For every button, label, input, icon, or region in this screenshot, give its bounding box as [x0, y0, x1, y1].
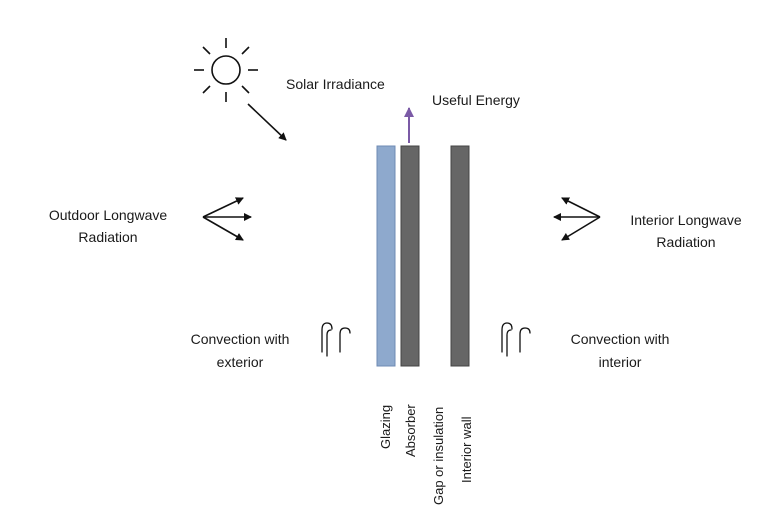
convection-exterior-label-line2: exterior — [216, 354, 264, 370]
absorber-label: Absorber — [403, 404, 418, 457]
solar-irradiance-label: Solar Irradiance — [286, 76, 385, 92]
convection-interior-label-line1: Convection with — [570, 331, 670, 347]
interior-longwave-arrows — [553, 197, 601, 241]
useful-energy-label: Useful Energy — [432, 92, 520, 108]
wind-icon — [321, 322, 351, 357]
absorber-layer — [400, 145, 420, 367]
outdoor-longwave-arrows — [202, 197, 252, 241]
gap-or-insulation-label: Gap or insulation — [431, 406, 446, 505]
solar-irradiance-arrow — [247, 103, 287, 141]
glazing-layer — [376, 145, 396, 367]
interior-longwave-label-line2: Radiation — [656, 234, 716, 250]
wind-icon — [501, 322, 531, 357]
outdoor-longwave-label-line1: Outdoor Longwave — [48, 207, 168, 223]
interior-longwave-label-line1: Interior Longwave — [630, 212, 742, 228]
convection-interior-label-line2: interior — [598, 354, 642, 370]
outdoor-longwave-label-line2: Radiation — [78, 229, 138, 245]
glazing-label: Glazing — [378, 404, 393, 449]
sun-icon — [194, 38, 258, 102]
convection-exterior-label-line1: Convection with — [190, 331, 290, 347]
interior-wall-layer — [450, 145, 470, 367]
interior-wall-label: Interior wall — [459, 416, 474, 483]
